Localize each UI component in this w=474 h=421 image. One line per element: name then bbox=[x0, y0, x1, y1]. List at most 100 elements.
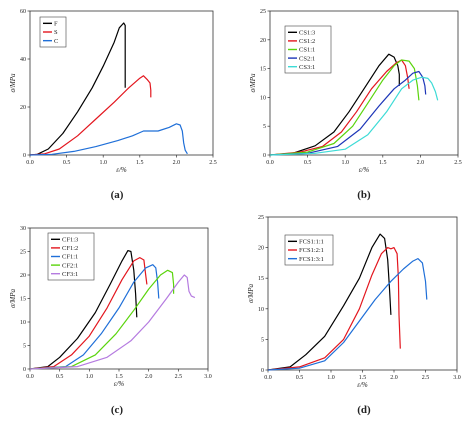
legend-entry: CS1:2 bbox=[299, 38, 315, 45]
x-tick-label: 0.5 bbox=[296, 375, 304, 381]
series-line-CS1:1 bbox=[269, 59, 420, 156]
series-line-CF3:1 bbox=[29, 274, 196, 370]
panel-caption: (c) bbox=[111, 404, 124, 416]
chart-panel-1: 0.0 0.5 1.0 1.5 2.0 2.5 0 20 40 60 ε/% σ/MPa FSC (a) bbox=[9, 9, 217, 201]
series-line-CF1:3 bbox=[29, 250, 138, 370]
chart-panel-2: 0.0 0.5 1.0 1.5 2.0 2.5 0 5 10 15 20 25 ε/% σ/MPa CS1:… bbox=[249, 9, 462, 201]
legend-entry: CF1:2 bbox=[62, 245, 78, 252]
y-tick-label: 0 bbox=[261, 368, 264, 374]
series-line-S bbox=[29, 75, 152, 156]
series-line-CS1:3 bbox=[269, 53, 400, 156]
panel-caption: (a) bbox=[111, 189, 124, 201]
y-tick-label: 25 bbox=[20, 250, 26, 256]
series-line-F bbox=[29, 22, 126, 156]
legend-entry: CS1:1 bbox=[299, 47, 315, 54]
chart-panel-3: 0.0 0.5 1.0 1.5 2.0 2.5 3.0 0 5 10 15 20 25 30 ε/% σ/MP… bbox=[9, 226, 212, 416]
y-tick-label: 15 bbox=[20, 297, 26, 303]
legend-entry: CF2:1 bbox=[62, 262, 78, 269]
y-tick-label: 5 bbox=[263, 124, 266, 130]
chart-panel-4: 0.0 0.5 1.0 1.5 2.0 2.5 3.0 0 5 10 15 20 25 ε/% σ/MPa F… bbox=[247, 215, 461, 416]
y-tick-label: 20 bbox=[20, 273, 26, 279]
y-tick-label: 0 bbox=[23, 367, 26, 373]
y-tick-label: 40 bbox=[20, 57, 26, 63]
x-tick-label: 0.5 bbox=[63, 160, 71, 166]
x-axis-label: ε/% bbox=[359, 166, 370, 174]
legend-entry: CS3:1 bbox=[299, 64, 315, 71]
series-line-C bbox=[29, 123, 188, 156]
panel-caption: (b) bbox=[357, 189, 371, 201]
series-line-FCS1:3:1 bbox=[267, 258, 428, 371]
x-tick-label: 1.0 bbox=[99, 160, 107, 166]
y-tick-label: 15 bbox=[260, 67, 266, 73]
x-tick-label: 2.5 bbox=[175, 374, 183, 380]
x-axis-label: ε/% bbox=[116, 166, 127, 174]
x-tick-label: 0.0 bbox=[266, 160, 274, 166]
y-axis-label: σ/MPa bbox=[9, 73, 17, 93]
x-tick-label: 0.0 bbox=[26, 160, 34, 166]
legend-entry: S bbox=[54, 29, 58, 36]
y-tick-label: 0 bbox=[23, 153, 26, 159]
legend-entry: CS2:1 bbox=[299, 55, 315, 62]
x-tick-label: 2.5 bbox=[422, 375, 430, 381]
y-tick-label: 10 bbox=[20, 320, 26, 326]
x-axis-label: ε/% bbox=[114, 380, 125, 388]
x-tick-label: 0.5 bbox=[56, 374, 64, 380]
y-tick-label: 20 bbox=[260, 38, 266, 44]
x-tick-label: 1.0 bbox=[341, 160, 349, 166]
x-tick-label: 2.0 bbox=[417, 160, 425, 166]
y-tick-label: 5 bbox=[261, 337, 264, 343]
x-tick-label: 2.0 bbox=[390, 375, 398, 381]
x-tick-label: 2.0 bbox=[173, 160, 181, 166]
y-tick-label: 15 bbox=[258, 276, 264, 282]
legend-entry: CF3:1 bbox=[62, 271, 78, 278]
x-tick-label: 3.0 bbox=[453, 375, 461, 381]
x-tick-label: 1.5 bbox=[115, 374, 123, 380]
x-tick-label: 2.0 bbox=[145, 374, 153, 380]
legend: FSC bbox=[39, 16, 67, 48]
x-tick-label: 0.5 bbox=[304, 160, 312, 166]
y-axis-label: σ/MPa bbox=[9, 289, 17, 309]
x-tick-label: 2.5 bbox=[454, 160, 462, 166]
x-tick-label: 1.0 bbox=[327, 375, 335, 381]
panel-caption: (d) bbox=[357, 404, 371, 416]
x-tick-label: 2.5 bbox=[209, 160, 217, 166]
legend-entry: CS1:3 bbox=[299, 30, 315, 37]
x-tick-label: 3.0 bbox=[204, 374, 212, 380]
series-line-CS1:2 bbox=[269, 59, 410, 156]
legend-entry: FCS1:1:1 bbox=[299, 239, 324, 246]
y-axis-label: σ/MPa bbox=[249, 73, 257, 93]
y-tick-label: 10 bbox=[258, 307, 264, 313]
y-tick-label: 20 bbox=[258, 246, 264, 252]
legend-entry: CF1:3 bbox=[62, 237, 78, 244]
series-line-CS2:1 bbox=[269, 70, 427, 156]
plot-frame bbox=[269, 10, 459, 156]
series-line-CF1:2 bbox=[29, 257, 148, 370]
series-line-CF1:1 bbox=[29, 264, 160, 370]
y-axis-label: σ/MPa bbox=[247, 284, 255, 304]
x-tick-label: 1.5 bbox=[359, 375, 367, 381]
y-tick-label: 25 bbox=[260, 9, 266, 15]
x-tick-label: 1.0 bbox=[86, 374, 94, 380]
plot-frame bbox=[29, 10, 214, 156]
y-tick-label: 5 bbox=[23, 344, 26, 350]
x-tick-label: 0.0 bbox=[264, 375, 272, 381]
x-tick-label: 1.5 bbox=[379, 160, 387, 166]
y-tick-label: 0 bbox=[263, 153, 266, 159]
legend-entry: CF1:1 bbox=[62, 254, 78, 261]
legend-entry: C bbox=[54, 38, 58, 45]
x-axis-label: ε/% bbox=[357, 381, 368, 389]
x-tick-label: 0.0 bbox=[26, 374, 34, 380]
series-line-CF2:1 bbox=[29, 269, 175, 370]
y-tick-label: 10 bbox=[260, 95, 266, 101]
x-tick-label: 1.5 bbox=[136, 160, 144, 166]
legend-entry: FCS1:2:1 bbox=[299, 247, 324, 254]
series-line-CS3:1 bbox=[269, 76, 439, 156]
legend-entry: F bbox=[54, 21, 58, 28]
y-tick-label: 30 bbox=[20, 226, 26, 232]
series-line-FCS1:1:1 bbox=[267, 233, 392, 371]
y-tick-label: 20 bbox=[20, 105, 26, 111]
